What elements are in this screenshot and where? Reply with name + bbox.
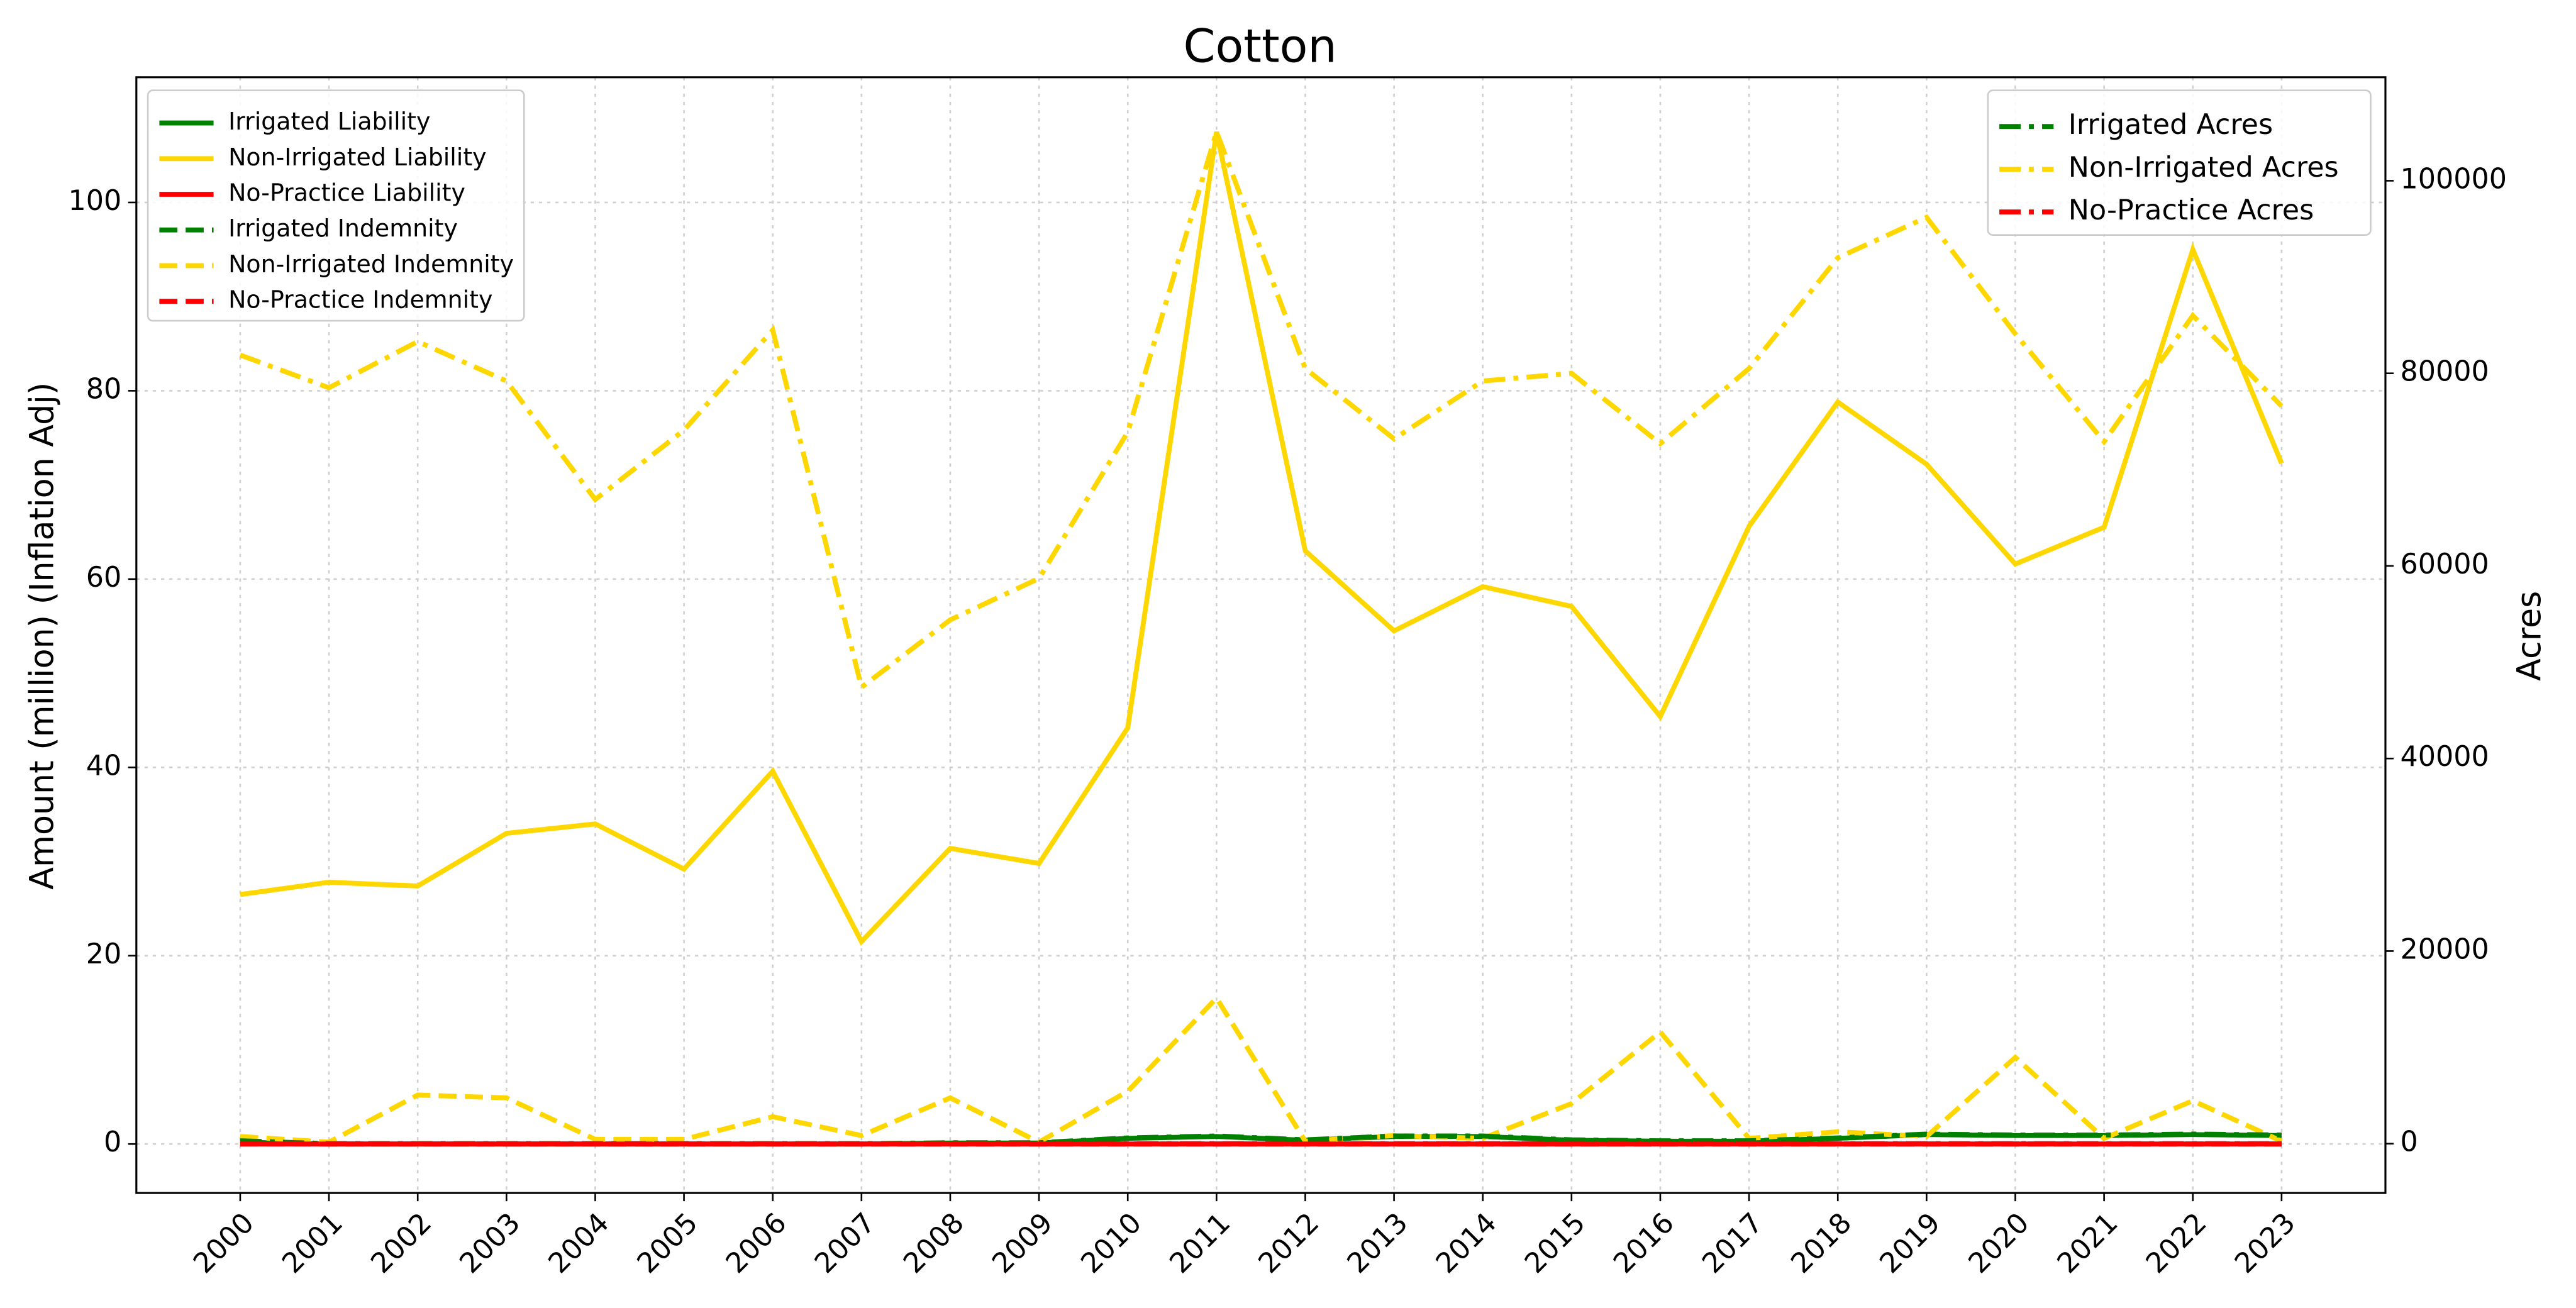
- y2-tick-label: 40000: [2400, 741, 2489, 773]
- series-line: [240, 131, 2284, 946]
- legend-label: Non-Irrigated Liability: [228, 143, 486, 171]
- series-line: [239, 123, 2284, 692]
- plot-frame: [135, 76, 2387, 1194]
- legend-label: No-Practice Indemnity: [228, 286, 492, 314]
- y2-tick-label: 60000: [2400, 548, 2489, 580]
- plot-lines: [239, 123, 2284, 1147]
- y2-tick-label: 0: [2400, 1126, 2418, 1158]
- chart-title: Cotton: [1183, 19, 1336, 73]
- y-axis-label: Amount (million) (Inflation Adj): [24, 382, 62, 890]
- legend-box: [147, 89, 525, 322]
- legend-label: No-Practice Acres: [2068, 194, 2314, 226]
- legend-box: [1987, 89, 2372, 236]
- y-tick-label: 80: [86, 373, 122, 405]
- y-tick-label: 20: [86, 938, 122, 970]
- y-tick-label: 0: [104, 1126, 121, 1158]
- y2-tick-label: 80000: [2400, 356, 2489, 388]
- series-line: [240, 994, 2283, 1145]
- y-tick-label: 40: [86, 750, 122, 782]
- legend-label: Irrigated Indemnity: [228, 214, 458, 242]
- legend-label: Irrigated Acres: [2068, 109, 2273, 141]
- legends: Irrigated Liability Non-Irrigated Liabili…: [147, 89, 2372, 322]
- legend-label: Irrigated Liability: [228, 108, 430, 135]
- y-tick-label: 100: [69, 185, 122, 217]
- y2-axis-label: Acres: [2511, 591, 2548, 681]
- y-tick-label: 60: [86, 562, 122, 594]
- legend-label: Non-Irrigated Acres: [2068, 152, 2339, 184]
- y2-tick-label: 100000: [2400, 163, 2507, 195]
- y2-tick-label: 20000: [2400, 933, 2489, 965]
- legend-label: Non-Irrigated Indemnity: [228, 250, 514, 278]
- legend-label: No-Practice Liability: [228, 179, 465, 206]
